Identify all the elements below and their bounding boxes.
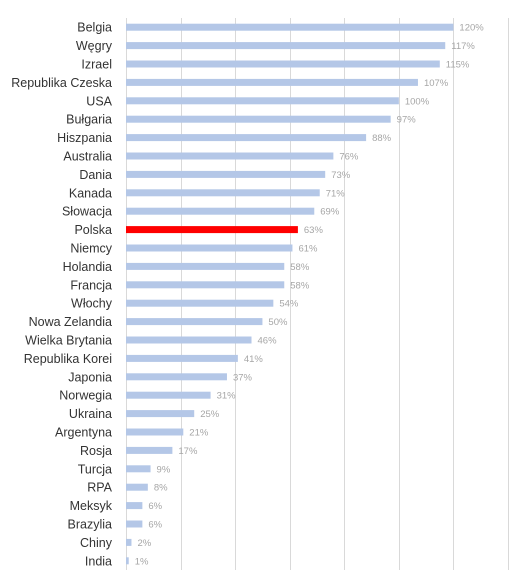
value-labels: 120% 117% 115% 107% 100% 97% 88% 76% 73% 71% 69% 63… — [135, 23, 485, 568]
category-label-meksyk: Meksyk — [70, 499, 113, 513]
category-label-polska: Polska — [74, 223, 112, 237]
bar-nowa-zelandia — [126, 318, 263, 326]
bar-wlochy — [126, 299, 274, 307]
category-label-usa: USA — [86, 94, 112, 108]
category-label-izrael: Izrael — [81, 58, 112, 72]
value-label-bulgaria: 97% — [397, 115, 417, 126]
bar-norwegia — [126, 391, 211, 399]
category-labels: Belgia Węgry Izrael Republika Czeska USA Bułg… — [11, 21, 112, 569]
category-label-norwegia: Norwegia — [59, 389, 112, 403]
bar-dania — [126, 170, 326, 178]
category-label-belgia: Belgia — [77, 21, 112, 35]
value-label-hiszpania: 88% — [372, 133, 392, 144]
category-label-turcja: Turcja — [78, 462, 112, 476]
bar-rpa — [126, 483, 148, 491]
bar-niemcy — [126, 244, 293, 252]
bar-slowacja — [126, 207, 315, 215]
value-label-niemcy: 61% — [298, 244, 318, 255]
value-label-izrael: 115% — [446, 60, 470, 71]
bar-brazylia — [126, 520, 143, 528]
value-label-wegry: 117% — [451, 41, 475, 52]
category-label-francja: Francja — [70, 278, 112, 292]
value-label-wielka-brytania: 46% — [258, 336, 278, 347]
value-label-francja: 58% — [290, 280, 310, 291]
bar-holandia — [126, 262, 285, 270]
value-label-rosja: 17% — [178, 446, 198, 457]
value-label-polska: 63% — [304, 225, 324, 236]
value-label-norwegia: 31% — [217, 391, 237, 402]
category-label-india: India — [85, 554, 112, 568]
bar-turcja — [126, 465, 151, 473]
category-label-rosja: Rosja — [80, 444, 112, 458]
bar-republika-korei — [126, 354, 238, 362]
category-label-wielka-brytania: Wielka Brytania — [25, 334, 112, 348]
bar-republika-czeska — [126, 78, 418, 86]
value-label-ukraina: 25% — [200, 409, 220, 420]
value-label-rpa: 8% — [154, 483, 168, 494]
value-label-chiny: 2% — [137, 538, 151, 549]
value-label-slowacja: 69% — [320, 207, 340, 218]
bar-bulgaria — [126, 115, 391, 123]
grid-lines — [126, 18, 509, 570]
bar-izrael — [126, 60, 440, 68]
category-label-wlochy: Włochy — [71, 297, 113, 311]
category-label-niemcy: Niemcy — [70, 242, 112, 256]
bar-kanada — [126, 189, 320, 197]
bar-rosja — [126, 446, 173, 454]
value-label-japonia: 37% — [233, 372, 253, 383]
category-label-brazylia: Brazylia — [68, 518, 113, 532]
bar-meksyk — [126, 502, 143, 510]
category-label-wegry: Węgry — [76, 39, 113, 53]
category-label-rpa: RPA — [87, 481, 112, 495]
bars — [126, 23, 454, 565]
category-label-dania: Dania — [79, 168, 112, 182]
value-label-dania: 73% — [331, 170, 351, 181]
value-label-usa: 100% — [405, 96, 430, 107]
value-label-argentyna: 21% — [189, 428, 209, 439]
value-label-brazylia: 6% — [148, 520, 162, 531]
category-label-japonia: Japonia — [68, 370, 112, 384]
value-label-turcja: 9% — [157, 464, 171, 475]
bar-japonia — [126, 373, 227, 381]
bar-australia — [126, 152, 334, 160]
category-label-argentyna: Argentyna — [55, 426, 112, 440]
value-label-wlochy: 54% — [279, 299, 299, 310]
bar-usa — [126, 97, 399, 105]
value-label-meksyk: 6% — [148, 501, 162, 512]
bar-ukraina — [126, 410, 195, 418]
category-label-slowacja: Słowacja — [62, 205, 112, 219]
bar-wegry — [126, 42, 446, 50]
value-label-nowa-zelandia: 50% — [268, 317, 288, 328]
bar-hiszpania — [126, 134, 367, 142]
value-label-republika-czeska: 107% — [424, 78, 449, 89]
bar-wielka-brytania — [126, 336, 252, 344]
value-label-australia: 76% — [339, 152, 359, 163]
category-label-holandia: Holandia — [63, 260, 112, 274]
category-label-republika-korei: Republika Korei — [24, 352, 112, 366]
bar-polska — [126, 226, 298, 234]
bar-argentyna — [126, 428, 184, 436]
value-label-holandia: 58% — [290, 262, 310, 273]
category-label-australia: Australia — [63, 150, 112, 164]
category-label-ukraina: Ukraina — [69, 407, 112, 421]
bar-india — [126, 557, 129, 565]
bar-chiny — [126, 538, 132, 546]
value-label-belgia: 120% — [459, 23, 484, 34]
bar-belgia — [126, 23, 454, 31]
value-label-kanada: 71% — [326, 188, 346, 199]
category-label-bulgaria: Bułgaria — [66, 113, 112, 127]
value-label-republika-korei: 41% — [244, 354, 264, 365]
bar-francja — [126, 281, 285, 289]
category-label-kanada: Kanada — [69, 186, 112, 200]
category-label-chiny: Chiny — [80, 536, 113, 550]
value-label-india: 1% — [135, 556, 149, 567]
category-label-republika-czeska: Republika Czeska — [11, 76, 112, 90]
category-label-nowa-zelandia: Nowa Zelandia — [29, 315, 112, 329]
category-label-hiszpania: Hiszpania — [57, 131, 112, 145]
